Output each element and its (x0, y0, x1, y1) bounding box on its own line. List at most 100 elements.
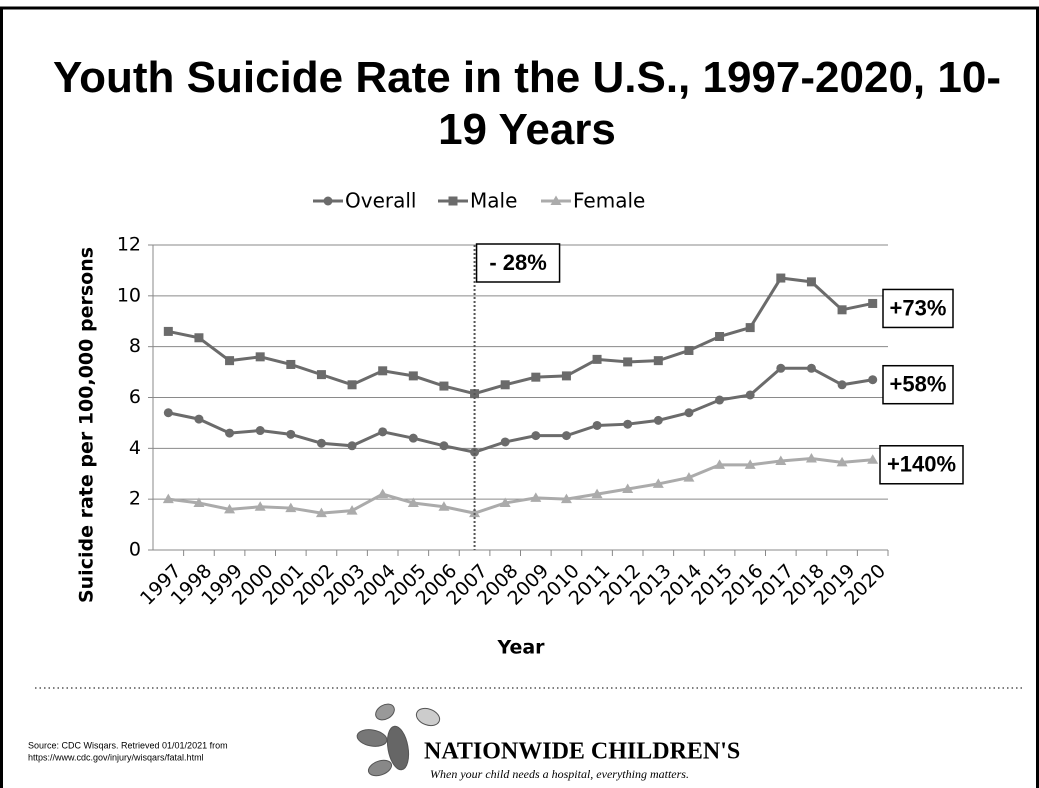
data-point (806, 277, 816, 287)
frame (0, 6, 1039, 788)
data-point (653, 356, 663, 366)
data-point (776, 363, 786, 373)
logo-tagline: When your child needs a hospital, everyt… (430, 767, 689, 781)
y-tick-label: 0 (129, 539, 141, 561)
data-point (684, 408, 694, 418)
series (163, 363, 878, 457)
data-point (622, 483, 634, 493)
data-point (745, 323, 755, 333)
data-point (744, 459, 756, 469)
legend-label: Female (573, 189, 645, 213)
data-point (775, 455, 787, 466)
data-point (684, 345, 694, 355)
data-point (531, 431, 541, 441)
data-point (653, 415, 663, 425)
source-text: https://www.cdc.gov/injury/wisqars/fatal… (28, 752, 204, 762)
legend-marker (323, 196, 333, 206)
data-point (224, 503, 236, 514)
data-point (162, 493, 174, 504)
data-point (194, 414, 204, 424)
data-point (867, 454, 879, 464)
data-point (868, 375, 878, 385)
series (162, 453, 879, 518)
data-point (683, 472, 695, 482)
legend-marker (550, 195, 562, 205)
data-point (316, 438, 326, 448)
data-point (346, 505, 358, 515)
y-tick-label: 10 (117, 284, 141, 306)
series (163, 273, 878, 399)
data-point (378, 427, 388, 437)
data-point (469, 507, 481, 518)
data-point (652, 478, 664, 488)
data-point (286, 359, 296, 369)
source-text: Source: CDC Wisqars. Retrieved 01/01/202… (28, 740, 228, 750)
data-point (254, 501, 266, 511)
data-point (561, 431, 571, 441)
data-point (591, 488, 603, 499)
logo-name: NATIONWIDE CHILDREN'S (424, 739, 740, 765)
data-point (837, 305, 847, 315)
y-tick-label: 8 (129, 335, 141, 357)
data-point (255, 426, 265, 436)
series-line (168, 456, 873, 515)
data-point (377, 488, 389, 499)
data-point (561, 371, 571, 381)
data-point (806, 363, 816, 373)
data-point (194, 333, 204, 343)
data-point (623, 357, 633, 367)
data-point (836, 456, 848, 467)
data-point (163, 408, 173, 418)
data-point (531, 372, 541, 382)
chart-title: Youth Suicide Rate in the U.S., 1997-202… (53, 53, 1001, 154)
series-line (168, 366, 873, 454)
data-point (407, 497, 419, 507)
annotation-text: +58% (890, 372, 947, 397)
legend-marker (448, 196, 458, 206)
data-point (837, 380, 847, 390)
data-point (530, 492, 542, 502)
annotation-box (882, 364, 954, 405)
data-point (776, 273, 786, 283)
data-point (805, 453, 817, 463)
data-point (715, 332, 725, 341)
data-point (623, 419, 633, 429)
y-tick-label: 12 (117, 234, 141, 256)
data-point (499, 497, 511, 507)
data-point (286, 429, 296, 439)
data-point (163, 326, 173, 336)
series-line (168, 276, 873, 396)
data-point (408, 371, 418, 381)
legend-label: Overall (345, 189, 416, 213)
annotation-text: +140% (887, 452, 956, 477)
data-point (592, 420, 602, 430)
data-point (315, 507, 327, 518)
data-point (439, 381, 449, 391)
data-point (745, 390, 755, 400)
data-point (378, 366, 388, 376)
logo-butterflies (356, 703, 441, 777)
data-point (255, 352, 265, 362)
y-tick-label: 2 (129, 488, 141, 510)
y-tick-label: 6 (129, 386, 141, 408)
data-point (714, 459, 726, 469)
data-point (347, 380, 357, 390)
data-point (438, 501, 450, 511)
annotation-box (879, 445, 964, 485)
data-point (193, 497, 205, 507)
data-point (225, 356, 235, 366)
annotation-text: - 28% (489, 250, 546, 275)
data-point (500, 380, 510, 390)
annotation-text: +73% (890, 295, 947, 320)
data-point (408, 433, 418, 443)
data-point (316, 370, 326, 380)
data-point (470, 447, 480, 457)
data-point (560, 493, 572, 504)
data-point (868, 298, 878, 308)
data-point (715, 395, 725, 405)
y-tick-label: 4 (129, 437, 141, 459)
data-point (347, 441, 357, 451)
annotation-box (475, 243, 561, 283)
